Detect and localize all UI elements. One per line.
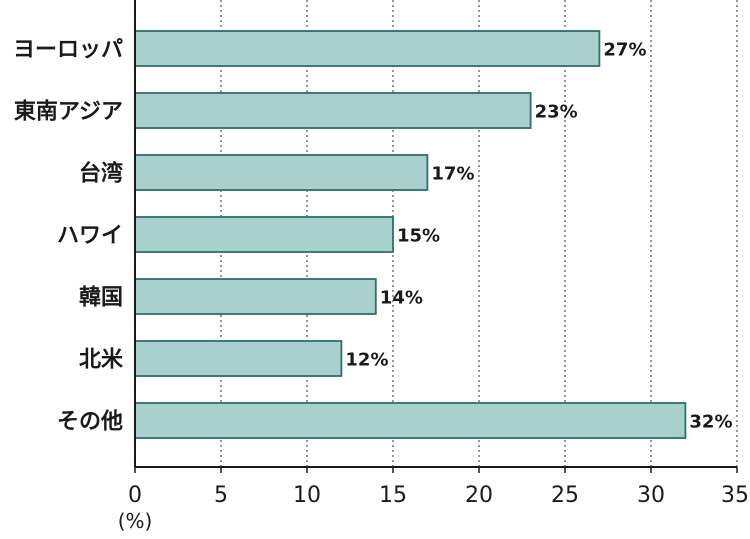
labels: ヨーロッパ 27% 東南アジア 23% 台湾 17% ハワイ 15% 韓国 14% 北米 12% その他… [13,38,749,509]
category-label-6: その他 [57,410,123,435]
value-label-3: 15% [397,226,440,247]
bar-5 [134,340,343,377]
x-axis-unit-label: (%) [118,509,153,533]
category-label-1: 東南アジア [14,100,123,125]
value-label-5: 12% [345,350,388,371]
x-tick-label-15: 15 [379,483,407,508]
x-tick-label-30: 30 [637,483,665,508]
x-tick-label-25: 25 [551,483,579,508]
bar-6 [134,402,687,439]
value-label-4: 14% [380,288,423,309]
x-tick-label-35: 35 [721,483,749,508]
category-label-4: 韓国 [79,285,123,311]
bar-2 [134,154,429,191]
value-label-2: 17% [431,164,474,185]
bar-1 [134,92,532,129]
bar-3 [134,216,394,253]
axes [134,0,737,468]
bar-0 [134,30,601,67]
bars [134,30,687,439]
category-label-5: 北米 [79,348,124,373]
category-label-3: ハワイ [57,224,123,249]
x-tick-label-10: 10 [293,483,321,508]
category-label-0: ヨーロッパ [13,38,123,63]
x-tick-label-0: 0 [128,483,142,508]
bar-4 [134,278,377,315]
x-tick-label-5: 5 [214,483,228,508]
value-label-1: 23% [535,102,578,123]
value-label-0: 27% [603,40,646,61]
value-label-6: 32% [689,412,732,433]
category-label-2: 台湾 [79,161,123,187]
x-tick-label-20: 20 [465,483,493,508]
